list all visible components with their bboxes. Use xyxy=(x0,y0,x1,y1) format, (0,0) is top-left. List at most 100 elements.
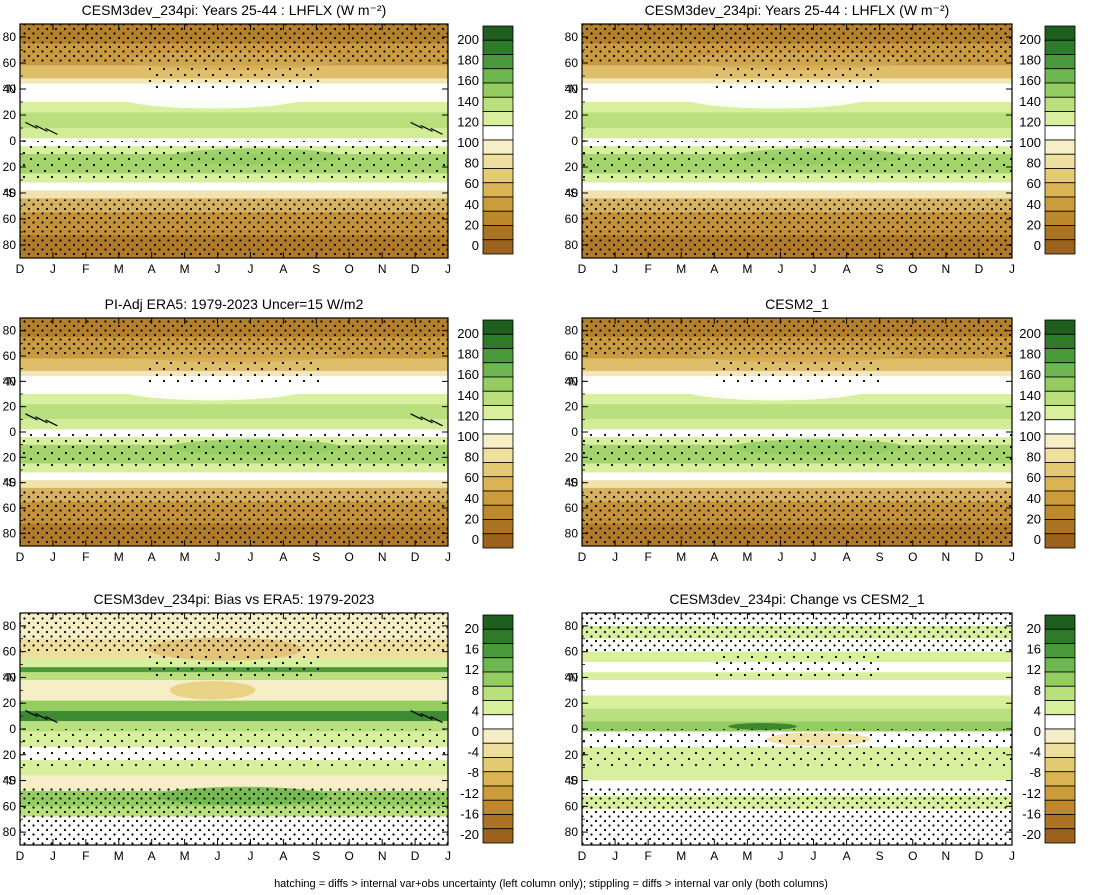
colorbar-label: 180 xyxy=(1019,347,1041,362)
colorbar-label: 0 xyxy=(472,532,479,547)
x-tick-label: J xyxy=(50,262,56,276)
y-tick-label: 20 xyxy=(565,748,579,762)
colorbar-swatch xyxy=(482,628,514,644)
colorbar-label: 200 xyxy=(457,326,479,341)
colorbar-swatch xyxy=(1044,39,1076,55)
x-tick-label: J xyxy=(445,262,451,276)
colorbar-label: -20 xyxy=(1022,827,1041,842)
x-tick-label: O xyxy=(345,849,354,863)
colorbar-swatch xyxy=(482,504,514,520)
x-tick-label: M xyxy=(676,550,686,564)
field-band xyxy=(20,128,448,139)
field-blob xyxy=(728,722,797,730)
hatch-stroke xyxy=(45,419,58,427)
x-tick-label: F xyxy=(644,550,651,564)
hemisphere-label: °N xyxy=(565,82,578,96)
colorbar-label: -12 xyxy=(460,786,479,801)
colorbar-swatch xyxy=(482,447,514,463)
y-tick-label: 60 xyxy=(3,799,17,813)
y-tick-label: 60 xyxy=(3,212,17,226)
hemisphere-label: °S xyxy=(565,476,578,490)
colorbar-swatch xyxy=(482,742,514,758)
stipple-region xyxy=(582,24,1012,63)
colorbar-swatch xyxy=(482,700,514,716)
colorbar-swatch xyxy=(1044,657,1076,673)
colorbar-swatch xyxy=(1044,785,1076,801)
colorbar-swatch xyxy=(482,757,514,773)
colorbar-label: -8 xyxy=(1029,765,1041,780)
y-tick-label: 80 xyxy=(565,238,579,252)
panel-title: CESM3dev_234pi: Years 25-44 : LHFLX (W m… xyxy=(644,2,950,18)
x-tick-label: D xyxy=(578,849,587,863)
stipple-region xyxy=(148,654,320,681)
y-tick-label: 60 xyxy=(565,501,579,515)
colorbar-label: 60 xyxy=(1027,176,1041,191)
stipple-region xyxy=(711,65,883,92)
y-tick-label: 80 xyxy=(3,238,17,252)
field-band xyxy=(582,680,1012,696)
y-tick-label: 0 xyxy=(571,722,578,736)
hatch-stroke xyxy=(430,715,443,724)
x-tick-label: A xyxy=(843,550,851,564)
y-tick-label: 20 xyxy=(3,160,17,174)
colorbar-swatch xyxy=(482,390,514,406)
y-tick-label: 20 xyxy=(565,160,579,174)
y-tick-label: 80 xyxy=(3,619,17,633)
colorbar-swatch xyxy=(1044,362,1076,378)
y-tick-label: 80 xyxy=(565,324,579,338)
field-band xyxy=(582,190,1012,199)
colorbar-label: 0 xyxy=(472,724,479,739)
panel-title: CESM3dev_234pi: Change vs CESM2_1 xyxy=(669,591,925,607)
x-tick-label: N xyxy=(942,849,951,863)
colorbar-swatch xyxy=(1044,757,1076,773)
x-tick-label: M xyxy=(114,262,124,276)
x-tick-label: M xyxy=(742,849,752,863)
colorbar-p5: 20 16 12 8 4 0 -4 -8 -12 -16 -20 xyxy=(460,614,514,844)
x-tick-label: J xyxy=(612,550,618,564)
x-tick-label: F xyxy=(644,262,651,276)
colorbar-label: 20 xyxy=(1027,217,1041,232)
x-tick-label: F xyxy=(82,550,89,564)
panel-title: CESM2_1 xyxy=(765,296,829,312)
colorbar-swatch xyxy=(1044,504,1076,520)
hatch-stroke xyxy=(25,121,38,129)
x-tick-label: A xyxy=(843,262,851,276)
x-tick-label: A xyxy=(710,262,718,276)
x-tick-label: M xyxy=(180,550,190,564)
panel-p6: 80 60 40 20 0 20 40 60 80 °N °S D J F M A M J J A S O N D J xyxy=(565,612,1015,863)
y-tick-label: 20 xyxy=(565,108,579,122)
y-tick-label: 60 xyxy=(3,501,17,515)
colorbar-swatch xyxy=(1044,196,1076,212)
y-tick-label: 40 xyxy=(3,374,17,388)
colorbar-swatch xyxy=(482,799,514,815)
x-tick-label: M xyxy=(114,550,124,564)
colorbar-label: 20 xyxy=(1027,511,1041,526)
colorbar-swatch xyxy=(482,476,514,492)
x-tick-label: O xyxy=(908,262,917,276)
stipple-region xyxy=(148,358,320,384)
colorbar-swatch xyxy=(482,771,514,787)
colorbar-label: 200 xyxy=(1019,32,1041,47)
colorbar-swatch xyxy=(1044,728,1076,744)
x-tick-label: D xyxy=(975,550,984,564)
panel-title: CESM3dev_234pi: Years 25-44 : LHFLX (W m… xyxy=(81,2,387,18)
colorbar-label: 180 xyxy=(1019,53,1041,68)
colorbar-label: 20 xyxy=(465,511,479,526)
x-tick-label: J xyxy=(215,550,221,564)
y-tick-label: 60 xyxy=(565,212,579,226)
hemisphere-label: °S xyxy=(3,476,16,490)
x-tick-label: O xyxy=(908,550,917,564)
colorbar-label: 0 xyxy=(1034,724,1041,739)
colorbar-swatch xyxy=(482,319,514,335)
y-tick-label: 20 xyxy=(3,108,17,122)
colorbar-swatch xyxy=(1044,125,1076,141)
hatch-stroke xyxy=(410,121,423,129)
x-tick-label: N xyxy=(942,262,951,276)
colorbar-label: -16 xyxy=(460,806,479,821)
colorbar-swatch xyxy=(1044,376,1076,392)
colorbar-swatch xyxy=(482,153,514,169)
colorbar-swatch xyxy=(1044,462,1076,478)
colorbar-label: 160 xyxy=(457,367,479,382)
colorbar-label: 60 xyxy=(465,176,479,191)
